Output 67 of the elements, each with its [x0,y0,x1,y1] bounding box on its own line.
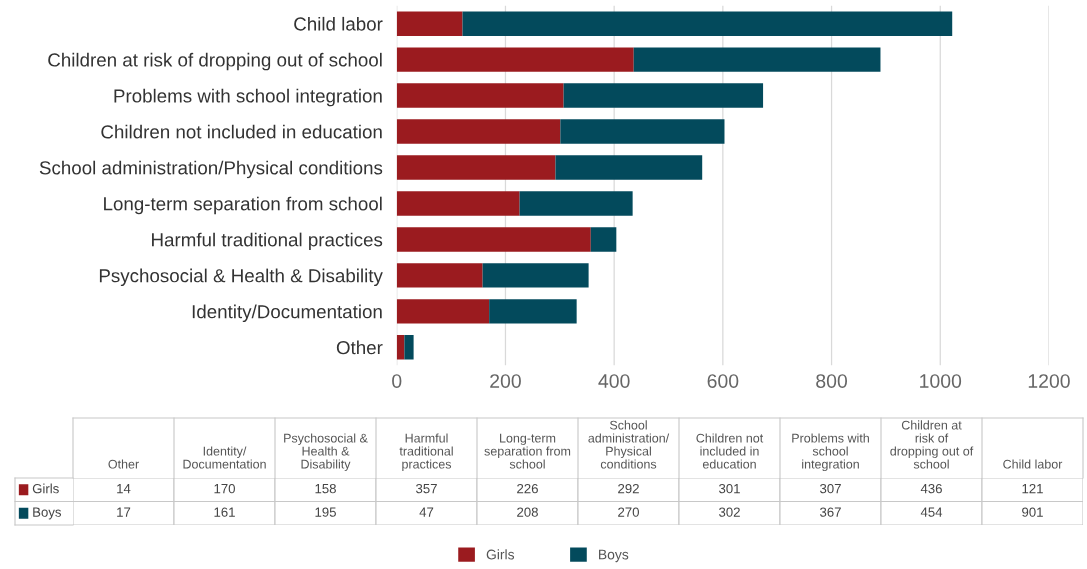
x-tick-label: 800 [816,374,848,388]
bar [396,119,561,144]
bar [563,83,764,108]
x-tick-label: Child labor [1003,459,1063,469]
x-tick-label: 1000 [920,374,962,388]
x-tick-label: Long-term separation from school [484,433,571,469]
bar [519,191,633,216]
x-tick-label: Children not included in education [696,433,764,469]
y-tick-label: Children not included in education [101,124,382,139]
x-tick-label: Harmful traditional practices [399,433,453,472]
data-label: 301 [719,483,740,494]
legend-label: Boys [599,549,629,563]
bar [462,11,953,36]
y-tick-label: Harmful traditional practices [152,232,383,251]
data-label: 270 [618,507,639,517]
bar [489,299,577,324]
bar [396,83,564,108]
bar [396,11,463,36]
data-label: 170 [214,483,235,494]
x-tick-label: Problems with school integration [792,433,869,472]
y-tick-label: Long-term separation from school [104,196,382,215]
data-label: 901 [1022,507,1043,517]
bar [396,191,520,216]
bar [396,335,405,360]
y-tick-label: Identity/Documentation [192,304,382,323]
data-label: 292 [618,483,639,494]
bar [590,227,617,252]
data-label: 367 [820,507,841,517]
bar [396,47,634,72]
y-tick-label: Problems with school integration [114,88,382,107]
bar [555,155,703,180]
data-label: 454 [920,507,943,517]
data-label: 47 [419,507,434,517]
x-tick-label: 200 [490,374,521,388]
data-label: 436 [920,483,942,494]
data-label: 14 [117,484,131,494]
data-label: 158 [315,483,336,494]
bar [633,47,881,72]
bar [396,227,591,252]
data-label: 226 [517,483,538,494]
x-tick-label: 1200 [1028,374,1070,388]
x-tick-label: 600 [707,374,739,388]
data-label: 357 [416,483,437,494]
y-tick-label: Other [336,340,383,355]
y-tick-label: Children at risk of dropping out of school [48,52,382,71]
bar [396,299,490,324]
bar [482,263,589,288]
data-label: 307 [820,483,841,494]
data-label: 17 [117,507,131,517]
x-tick-label: School administration/Physical conditions [588,420,670,469]
x-tick-label: 400 [598,374,630,388]
legend-label: Girls [486,549,515,560]
data-label: 161 [214,507,235,517]
y-tick-label: Child labor [294,16,383,31]
bar [404,335,414,360]
bar [396,263,483,288]
data-label: 195 [315,507,336,517]
data-label: 208 [517,507,538,517]
data-label: 121 [1022,483,1043,494]
x-tick-label: 0 [392,374,402,388]
data-label: 302 [719,507,740,517]
y-tick-label: Boys [33,507,62,520]
bar [560,119,725,144]
bar [396,155,556,180]
y-tick-label: Psychosocial & Health & Disability [99,268,383,287]
x-tick-label: Children at risk of dropping out of school [890,420,974,469]
y-tick-label: School administration/Physical conditions [39,160,383,179]
